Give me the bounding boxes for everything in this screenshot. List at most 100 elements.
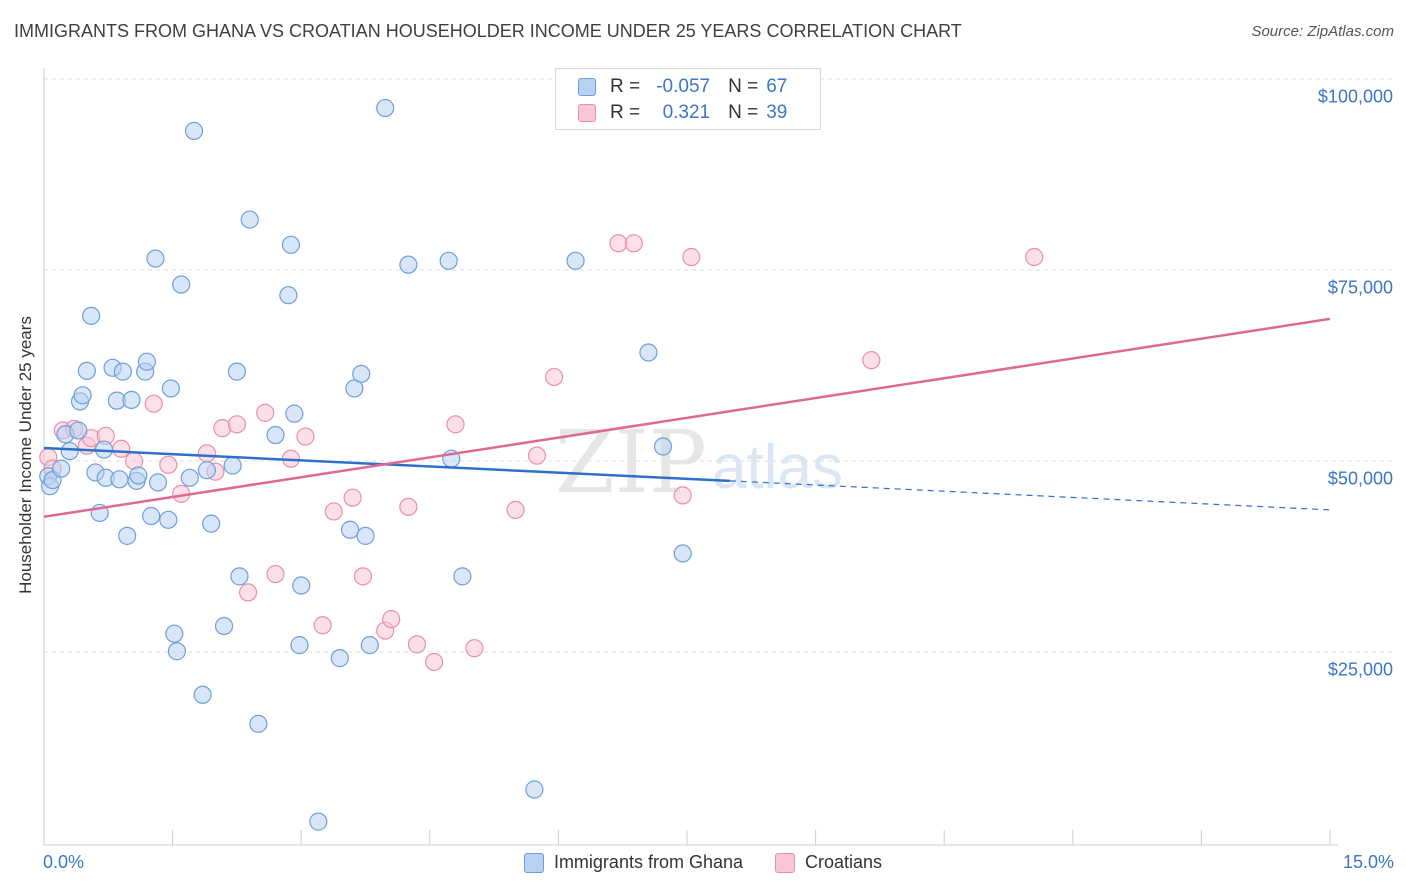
data-point — [566, 251, 585, 270]
data-point — [624, 234, 643, 253]
data-point — [407, 635, 427, 654]
y-tick-label-75000: $75,000 — [1327, 277, 1393, 298]
data-point — [862, 351, 881, 370]
data-point — [382, 610, 401, 629]
data-point — [279, 286, 298, 305]
chart-title: IMMIGRANTS FROM GHANA VS CROATIAN HOUSEH… — [14, 21, 962, 41]
data-point — [249, 714, 268, 733]
data-point — [296, 427, 315, 446]
data-point — [290, 636, 309, 655]
legend-swatch-pink — [775, 852, 795, 873]
legend-r-label: R = — [610, 102, 641, 123]
data-point — [343, 488, 362, 507]
data-point — [159, 455, 178, 474]
data-point — [146, 249, 165, 268]
data-point — [639, 343, 658, 362]
data-point — [112, 439, 131, 458]
legend-n-value: 67 — [766, 76, 788, 97]
data-point — [673, 486, 692, 505]
data-point — [399, 255, 418, 274]
data-point — [673, 544, 692, 563]
data-point — [439, 251, 458, 270]
data-point — [69, 421, 88, 440]
trend-line-croatians — [43, 317, 1331, 519]
data-point — [52, 459, 71, 478]
data-point — [193, 685, 212, 704]
data-point — [113, 362, 132, 381]
data-point — [227, 362, 246, 381]
data-point — [527, 446, 547, 465]
legend-swatch-blue — [523, 852, 544, 873]
data-point — [506, 500, 525, 519]
legend-item-croatians[interactable]: Croatians — [775, 852, 882, 873]
data-point — [292, 576, 311, 595]
data-point — [180, 468, 199, 487]
data-point — [238, 583, 258, 602]
data-point — [214, 616, 234, 636]
data-point — [223, 456, 242, 475]
legend-item-ghana[interactable]: Immigrants from Ghana — [523, 852, 743, 873]
trend-line-ghana-extension — [729, 480, 1331, 511]
data-point — [424, 652, 444, 672]
data-point — [184, 121, 204, 141]
data-point — [285, 404, 304, 423]
data-point — [240, 210, 259, 229]
data-point — [159, 510, 178, 529]
trend-lines — [43, 317, 1331, 519]
data-point — [340, 520, 360, 539]
data-point — [330, 649, 349, 668]
legend-label-croatians: Croatians — [805, 852, 883, 872]
data-point — [453, 567, 472, 586]
data-point — [313, 616, 332, 635]
data-point — [309, 812, 328, 831]
data-point — [682, 247, 701, 267]
data-point — [465, 639, 484, 658]
x-tick-label-min: 0.0% — [43, 852, 85, 872]
data-point — [446, 415, 465, 434]
legend-r-value: 0.321 — [662, 102, 711, 123]
legend-label-ghana: Immigrants from Ghana — [553, 852, 743, 872]
data-point — [129, 466, 148, 485]
data-point — [376, 98, 395, 118]
data-point — [110, 470, 129, 489]
data-point — [144, 394, 163, 413]
data-point — [77, 361, 96, 380]
legend-r-label: R = — [610, 76, 641, 97]
data-point — [356, 526, 375, 545]
croatians-points — [39, 234, 1044, 672]
legend-n-value: 39 — [766, 102, 788, 123]
data-point — [118, 526, 137, 545]
data-point — [172, 275, 191, 294]
data-point — [399, 497, 418, 516]
data-point — [82, 306, 101, 325]
y-axis-label-wrap: Householder Income Under 25 years — [6, 230, 46, 680]
data-point — [360, 636, 379, 655]
data-point — [161, 379, 180, 398]
data-point — [281, 235, 301, 254]
legend-swatch-blue — [578, 78, 596, 96]
data-point — [137, 352, 156, 371]
y-axis-label: Householder Income Under 25 years — [16, 316, 35, 594]
data-point — [353, 567, 373, 586]
data-point — [352, 364, 371, 384]
data-point — [324, 502, 343, 521]
data-point — [202, 514, 221, 533]
data-point — [122, 390, 141, 409]
y-tick-label-50000: $50,000 — [1327, 468, 1393, 489]
legend-r-value: -0.057 — [656, 76, 711, 97]
legend-n-label: N = — [728, 102, 759, 123]
data-point — [197, 444, 216, 463]
data-point — [345, 379, 364, 398]
data-point — [167, 642, 186, 661]
data-point — [266, 564, 285, 584]
y-tick-label-25000: $25,000 — [1327, 659, 1393, 680]
source-credit: Source: ZipAtlas.com — [1251, 23, 1394, 40]
data-point — [230, 567, 249, 586]
legend-n-label: N = — [728, 76, 759, 97]
data-point — [227, 415, 246, 434]
legend-row-ghana: R = -0.057 N = 67 — [578, 75, 787, 99]
x-tick-label-max: 15.0% — [1342, 852, 1394, 872]
legend-row-croatians: R = 0.321 N = 39 — [578, 101, 787, 125]
data-point — [148, 473, 168, 492]
